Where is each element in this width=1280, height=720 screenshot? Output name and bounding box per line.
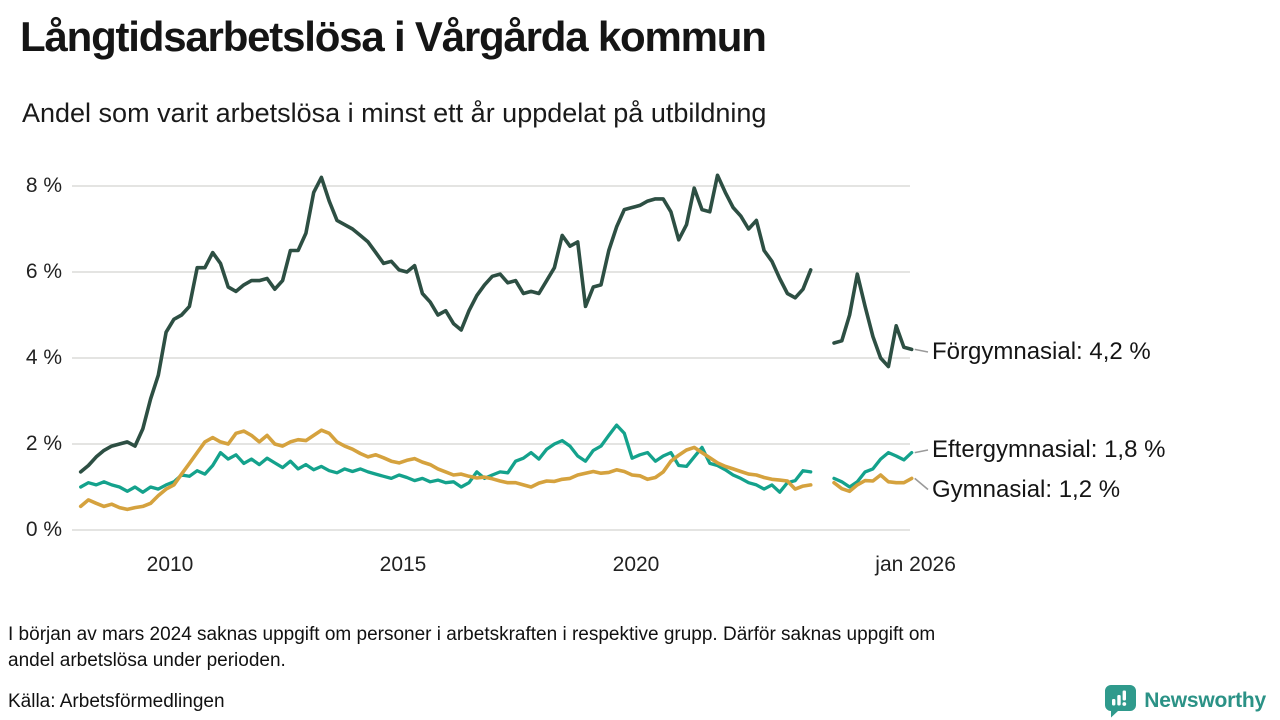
- y-tick-label: 8 %: [25, 174, 62, 197]
- line-chart: [72, 173, 929, 531]
- gridlines: [72, 185, 910, 531]
- series-line-förgymnasial: [78, 173, 914, 474]
- label-connector: [914, 348, 929, 353]
- label-connector: [914, 449, 929, 454]
- y-tick-label: 2 %: [25, 432, 62, 455]
- page-subtitle: Andel som varit arbetslösa i minst ett å…: [22, 98, 767, 128]
- y-tick-label: 4 %: [25, 346, 62, 369]
- series-line-eftergymnasial: [79, 423, 914, 494]
- footnote-line: andel arbetslösa under perioden.: [8, 650, 286, 671]
- newsworthy-brand: Newsworthy: [1104, 684, 1266, 718]
- series-label-eftergymnasial: Eftergymnasial: 1,8 %: [932, 436, 1166, 463]
- newsworthy-wordmark: Newsworthy: [1144, 689, 1266, 712]
- footnote: I början av mars 2024 saknas uppgift om …: [8, 622, 1258, 674]
- series-label-förgymnasial: Förgymnasial: 4,2 %: [932, 338, 1151, 365]
- series-label-gymnasial: Gymnasial: 1,2 %: [932, 475, 1121, 503]
- x-tick-label: 2020: [612, 553, 660, 576]
- x-tick-label: jan 2026: [875, 553, 956, 576]
- y-tick-label: 6 %: [25, 260, 62, 283]
- label-connectors: [914, 348, 929, 491]
- x-tick-label: 2010: [146, 553, 194, 576]
- footnote-line: I början av mars 2024 saknas uppgift om …: [8, 624, 936, 645]
- series-lines: [78, 173, 914, 512]
- y-tick-label: 0 %: [25, 518, 62, 541]
- source-note: Källa: Arbetsförmedlingen: [8, 691, 225, 712]
- page-title: Långtidsarbetslösa i Vårgårda kommun: [20, 13, 767, 60]
- label-connector: [914, 477, 929, 491]
- newsworthy-logo-icon: [1105, 685, 1137, 718]
- series-line-gymnasial: [78, 428, 914, 512]
- x-tick-label: 2015: [379, 553, 427, 576]
